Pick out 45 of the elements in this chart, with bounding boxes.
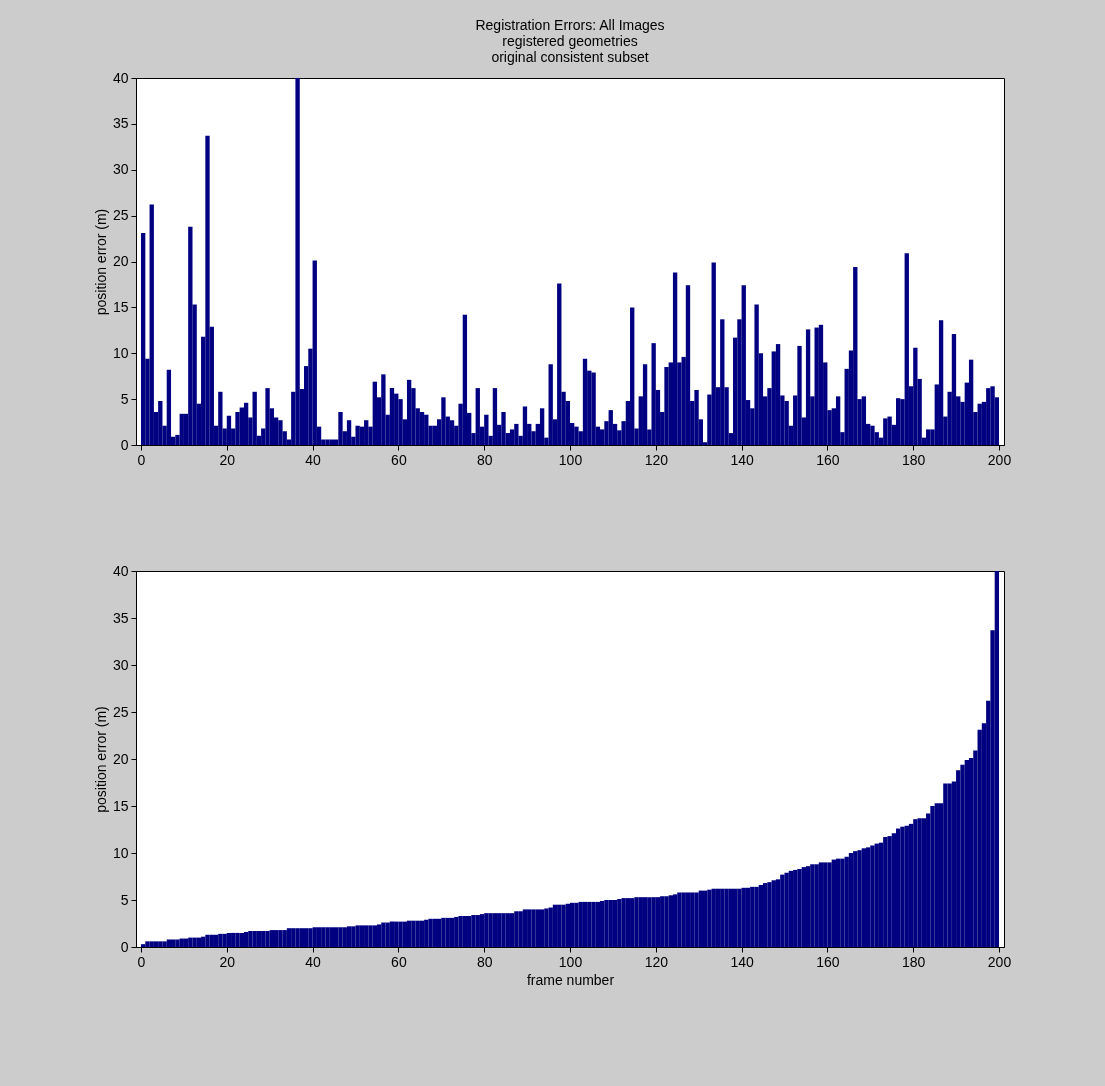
x-tick-label: 60 (391, 451, 407, 468)
y-tick-label: 5 (120, 390, 129, 407)
x-tick-label: 60 (391, 953, 407, 970)
x-tick-label: 180 (902, 451, 926, 468)
x-tick-label: 200 (987, 953, 1012, 970)
chart-subtitle: registered geometries original consistent subset (491, 33, 649, 65)
y-tick-label: 20 (112, 750, 129, 767)
x-tick-label: 100 (558, 953, 583, 970)
y-tick-label: 0 (120, 938, 129, 955)
y-tick-label: 20 (112, 253, 129, 269)
y-tick-label: 40 (112, 69, 129, 86)
x-tick-label: 120 (644, 451, 669, 468)
x-tick-label: 100 (558, 451, 583, 468)
x-tick-label: 180 (902, 953, 926, 970)
y-tick-label: 10 (112, 344, 129, 361)
x-tick-label: 80 (476, 953, 493, 970)
y-tick-label: 40 (112, 562, 129, 579)
x-tick-label: 160 (816, 451, 840, 468)
x-tick-label: 140 (730, 451, 754, 468)
x-tick-label: 20 (219, 953, 236, 970)
y-tick-label: 25 (112, 703, 129, 720)
chart-title: Registration Errors: All Images (475, 17, 665, 33)
x-tick-label: 40 (305, 953, 322, 970)
y-tick-label: 5 (120, 891, 129, 908)
y-tick-label: 15 (112, 797, 129, 814)
y-tick-label: 30 (112, 161, 129, 178)
y-tick-label: 0 (120, 436, 129, 453)
x-tick-label: 40 (305, 451, 322, 468)
x-tick-label: 140 (730, 953, 754, 970)
y-axis-title: position error (m) (92, 208, 109, 316)
y-tick-label: 10 (112, 844, 129, 861)
y-tick-label: 35 (112, 609, 129, 626)
x-axis-title: frame number (526, 971, 615, 988)
y-tick-label: 30 (112, 656, 129, 673)
x-tick-label: 80 (476, 451, 493, 468)
y-axis-title: position error (m) (92, 706, 109, 813)
x-tick-label: 200 (987, 451, 1012, 468)
y-tick-label: 35 (112, 115, 129, 132)
x-tick-label: 160 (816, 953, 840, 970)
y-tick-label: 25 (112, 207, 129, 224)
x-tick-label: 0 (137, 953, 146, 970)
y-tick-label: 15 (112, 298, 129, 315)
x-tick-label: 20 (219, 451, 236, 468)
x-tick-label: 0 (137, 451, 146, 468)
x-tick-label: 120 (644, 953, 669, 970)
